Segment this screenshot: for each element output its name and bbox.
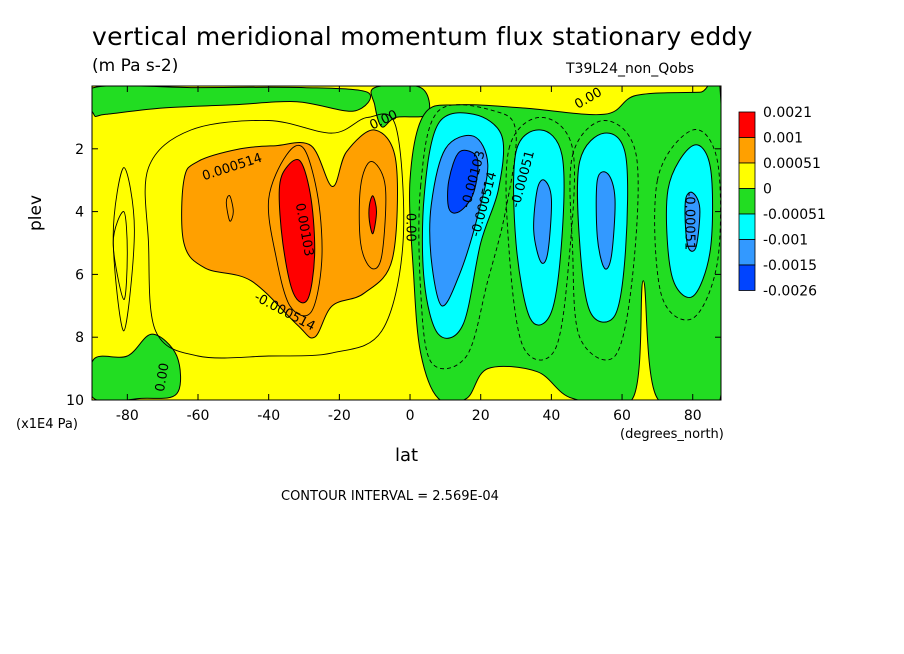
legend-swatch [738,264,756,291]
region-red-2 [368,195,378,235]
legend-label: 0.001 [763,131,803,147]
legend-label: 0 [763,182,772,198]
contour-interval-note: CONTOUR INTERVAL = 2.569E-04 [281,489,499,504]
legend-label: -0.0026 [763,284,817,300]
legend-label: -0.0015 [763,258,817,274]
chart-title: vertical meridional momentum flux statio… [92,22,753,51]
contour-line-outer [144,113,405,359]
contour-field: 0.0005140.00103-0.0005140.000.000.00-0.0… [92,86,721,400]
y-tick-label: 2 [75,142,84,158]
run-label: T39L24_non_Qobs [566,61,695,77]
region-green-top-center [370,86,431,128]
y-tick-label: 6 [75,267,84,283]
legend-label: -0.001 [763,233,808,249]
contour-label: 0.00 [153,362,173,393]
legend-swatch [738,111,756,138]
region-blue-4 [684,191,701,252]
chart-units: (m Pa s-2) [92,56,179,76]
x-tick-label: 0 [406,408,415,424]
x-tick-label: 40 [542,408,560,424]
axes: -80 -60 -40 -20 0 20 40 60 80 2 4 6 8 10 [66,85,722,424]
x-tick-label: -80 [116,408,139,424]
x-axis-label: lat [395,445,419,466]
contour-line-n2 [505,116,575,361]
region-red-1 [278,158,316,304]
x-tick-label: 20 [472,408,490,424]
color-legend: 0.0021 0.001 0.00051 0 -0.00051 -0.001 -0.0015… [738,105,826,300]
y-tick-label: 10 [66,393,84,409]
legend-swatch [738,188,756,215]
contour-label: 0.00 [403,213,418,242]
legend-label: 0.0021 [763,105,812,121]
legend-swatch [738,162,756,189]
region-blue-2 [533,179,552,264]
region-green-top-west [92,86,372,117]
plot-frame [91,85,722,401]
x-tick-label: -20 [328,408,351,424]
x-tick-label: 80 [684,408,702,424]
contour-line-w1 [112,167,135,332]
contour-line-n1 [418,104,517,370]
region-darkblue-1 [447,149,479,214]
legend-swatch [738,137,756,164]
y-tick-label: 4 [75,205,84,221]
legend-swatch [738,213,756,240]
y-axis-unit: (x1E4 Pa) [16,417,78,432]
contour-line-n3 [569,120,639,361]
x-tick-label: -40 [257,408,280,424]
contour-line-east [358,160,387,270]
x-tick-label: 60 [613,408,631,424]
y-tick-label: 8 [75,330,84,346]
contour-line-n4 [654,129,721,321]
contour-line-small [225,195,234,222]
x-axis-unit: (degrees_north) [620,427,724,442]
contour-label: -0.00051 [682,192,697,250]
legend-label: 0.00051 [763,156,821,172]
legend-label: -0.00051 [763,207,826,223]
region-blue-3 [595,171,616,270]
x-tick-label: -60 [187,408,210,424]
contour-line-w2 [112,211,128,300]
legend-swatch [738,239,756,266]
contour-line-red-outer [267,144,323,317]
